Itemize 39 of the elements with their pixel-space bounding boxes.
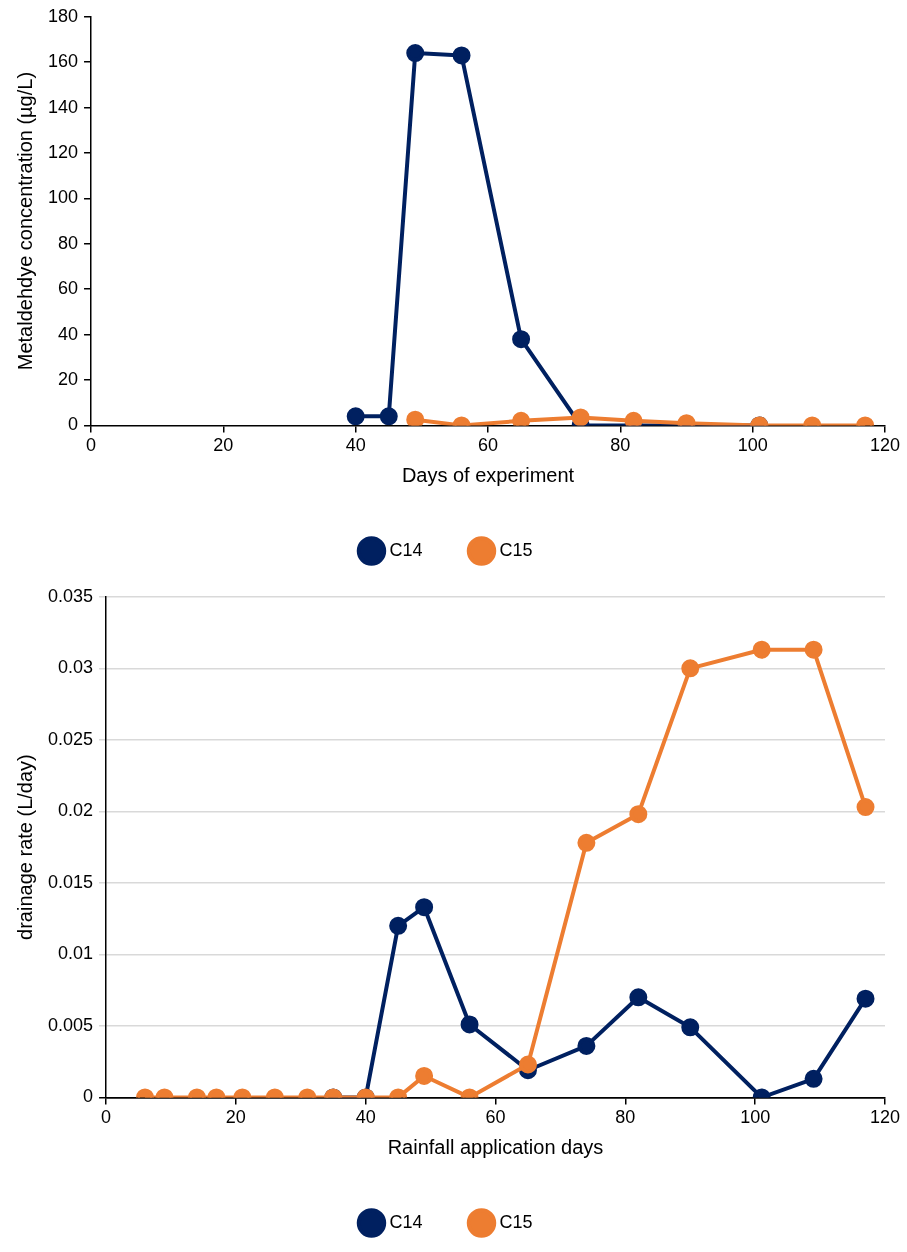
x-axis-title: Days of experiment xyxy=(401,463,575,486)
y-tick-label: 120 xyxy=(47,141,79,162)
y-tick-label: 80 xyxy=(58,232,79,253)
y-tick-label: 0.015 xyxy=(48,871,94,892)
x-tick-label: 20 xyxy=(213,435,234,456)
y-tick-label: 0.01 xyxy=(58,943,94,964)
y-tick-label: 0.035 xyxy=(48,585,94,606)
x-tick-label: 120 xyxy=(869,1107,901,1128)
x-tick-label: 100 xyxy=(740,1107,771,1128)
y-tick-label: 160 xyxy=(47,51,79,72)
x-tick-label: 20 xyxy=(225,1107,246,1128)
y-axis-title: Metaldehdye concentration (µg/L) xyxy=(13,71,36,371)
legend-label: C15 xyxy=(499,1211,533,1232)
x-tick-label: 60 xyxy=(485,1107,506,1128)
x-tick-label: 40 xyxy=(355,1107,376,1128)
y-tick-label: 0 xyxy=(68,414,79,435)
x-tick-label: 0 xyxy=(101,1107,112,1128)
x-tick-label: 120 xyxy=(869,435,901,456)
y-tick-label: 20 xyxy=(58,368,79,389)
y-axis-title: drainage rate (L/day) xyxy=(13,754,36,940)
y-tick-label: 0.02 xyxy=(58,800,94,821)
y-tick-label: 140 xyxy=(47,96,79,117)
y-tick-label: 0.005 xyxy=(48,1014,94,1035)
legend-label: C14 xyxy=(389,539,423,560)
x-tick-label: 80 xyxy=(615,1107,636,1128)
x-tick-label: 100 xyxy=(737,435,768,456)
legend-label: C15 xyxy=(499,539,533,560)
x-tick-label: 80 xyxy=(610,435,631,456)
y-tick-label: 100 xyxy=(47,187,79,208)
y-tick-label: 0.025 xyxy=(48,728,94,749)
y-tick-label: 180 xyxy=(47,5,79,26)
y-tick-label: 60 xyxy=(58,278,79,299)
x-tick-label: 40 xyxy=(345,435,366,456)
x-axis-title: Rainfall application days xyxy=(387,1135,604,1158)
x-tick-label: 60 xyxy=(478,435,499,456)
y-tick-label: 0 xyxy=(83,1086,94,1107)
y-tick-label: 0.03 xyxy=(58,657,94,678)
legend-label: C14 xyxy=(389,1211,423,1232)
y-tick-label: 40 xyxy=(58,323,79,344)
